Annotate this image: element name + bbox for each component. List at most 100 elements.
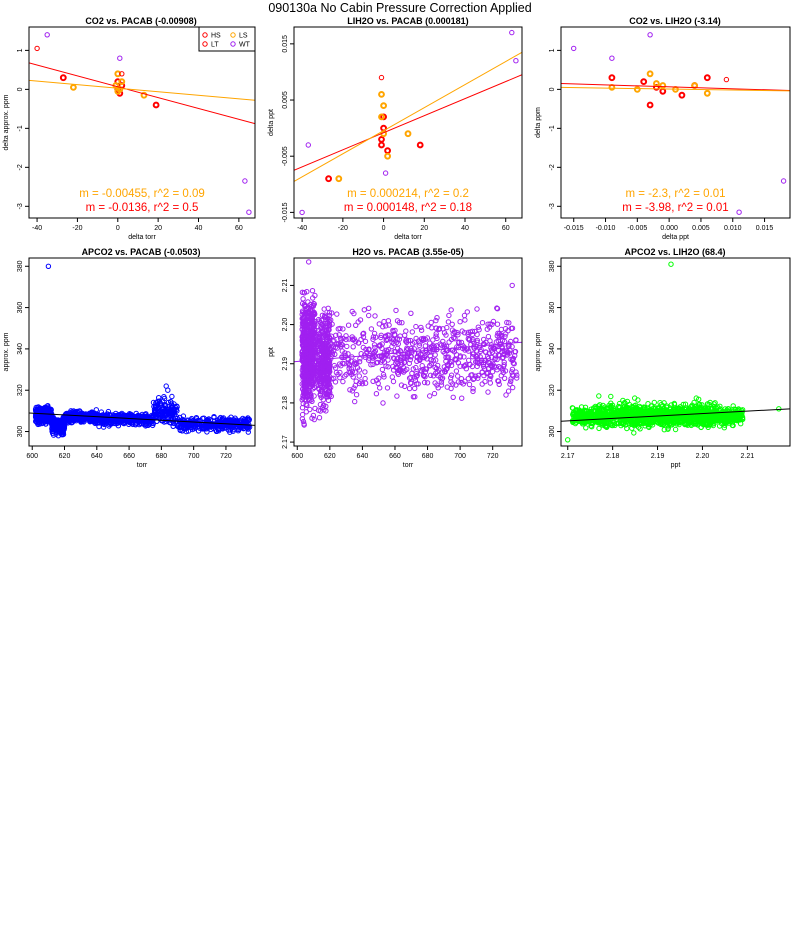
data-point xyxy=(105,416,111,422)
data-point xyxy=(380,371,387,378)
data-point xyxy=(348,366,355,372)
data-point xyxy=(469,328,476,334)
data-point xyxy=(370,355,376,361)
data-point xyxy=(780,178,787,184)
data-point xyxy=(488,345,494,351)
data-point xyxy=(306,354,312,361)
data-point xyxy=(390,363,396,370)
data-point xyxy=(361,307,367,313)
data-point xyxy=(165,399,172,406)
data-point xyxy=(299,315,305,322)
data-point xyxy=(730,403,736,409)
data-point xyxy=(509,372,516,378)
data-points xyxy=(32,263,253,439)
y-axis-label: delta ppt xyxy=(268,109,275,136)
data-point xyxy=(495,378,501,384)
data-point xyxy=(653,80,660,87)
data-point xyxy=(347,387,353,393)
data-point xyxy=(672,426,679,433)
data-point xyxy=(304,310,310,317)
data-point xyxy=(570,405,576,411)
data-points xyxy=(34,32,252,215)
data-point xyxy=(300,357,306,363)
data-point xyxy=(325,323,331,330)
data-point xyxy=(505,388,512,394)
panel-apco2-vs-pacab: APCO2 vs. PACAB (-0.0503)600 620 640 660 680… xyxy=(3,247,256,469)
data-point xyxy=(442,369,448,375)
data-point xyxy=(485,321,491,327)
data-point xyxy=(466,381,473,388)
data-point xyxy=(156,395,162,401)
data-point xyxy=(352,398,358,405)
x-tick-label: 0.005 xyxy=(692,225,710,232)
data-point xyxy=(729,412,735,418)
data-point xyxy=(433,370,439,376)
data-point xyxy=(449,321,455,327)
data-point xyxy=(494,305,500,311)
data-point xyxy=(427,372,434,378)
data-point xyxy=(631,422,637,429)
data-point xyxy=(359,381,366,387)
data-point xyxy=(195,428,202,434)
panel-lih2o-vs-pacab: LIH2O vs. PACAB (0.000181)-40 -20 0 20 40 60-… xyxy=(268,16,523,241)
data-point xyxy=(376,375,382,381)
data-point xyxy=(378,91,385,98)
data-point xyxy=(427,362,433,369)
data-point xyxy=(328,384,334,390)
data-point xyxy=(335,175,343,183)
data-point xyxy=(405,337,412,344)
data-point xyxy=(417,340,423,346)
data-point xyxy=(644,415,650,421)
data-point xyxy=(100,424,107,430)
data-point xyxy=(353,378,359,384)
data-point xyxy=(633,86,641,93)
data-point xyxy=(474,353,480,360)
data-point xyxy=(160,409,167,415)
data-point xyxy=(660,422,666,428)
data-point xyxy=(508,378,514,384)
data-point xyxy=(475,372,481,379)
data-point xyxy=(220,415,227,421)
data-point xyxy=(636,417,642,423)
data-point xyxy=(305,333,311,339)
data-point xyxy=(320,397,326,403)
data-point xyxy=(571,45,577,52)
data-point xyxy=(608,393,614,400)
data-point xyxy=(325,367,331,374)
data-point xyxy=(409,329,415,335)
data-point xyxy=(420,372,427,378)
data-point xyxy=(450,381,456,387)
data-point xyxy=(117,420,123,426)
data-point xyxy=(657,421,663,427)
data-point xyxy=(340,335,346,342)
data-point xyxy=(234,426,240,432)
data-point xyxy=(355,319,361,325)
data-point xyxy=(362,338,369,345)
data-point xyxy=(619,420,625,426)
data-point xyxy=(730,422,736,429)
data-point xyxy=(510,384,516,391)
data-point xyxy=(134,420,140,427)
data-point xyxy=(504,352,511,358)
data-point xyxy=(458,376,465,382)
y-tick-label: 380 xyxy=(17,260,24,272)
data-point xyxy=(50,432,57,438)
data-point xyxy=(384,385,391,391)
data-point xyxy=(632,395,638,401)
data-point xyxy=(59,74,67,82)
data-point xyxy=(211,414,217,421)
data-point xyxy=(677,404,684,410)
data-point xyxy=(309,288,316,294)
data-point xyxy=(394,318,401,324)
data-point xyxy=(366,312,372,319)
data-point xyxy=(504,319,510,326)
data-point xyxy=(674,421,680,427)
data-point xyxy=(510,360,516,366)
data-point xyxy=(345,351,351,357)
data-point xyxy=(708,422,714,428)
x-tick-label: 600 xyxy=(291,453,303,460)
y-tick-label: 320 xyxy=(549,384,556,396)
data-point xyxy=(413,364,419,371)
data-point xyxy=(368,326,375,332)
data-point xyxy=(693,421,699,427)
